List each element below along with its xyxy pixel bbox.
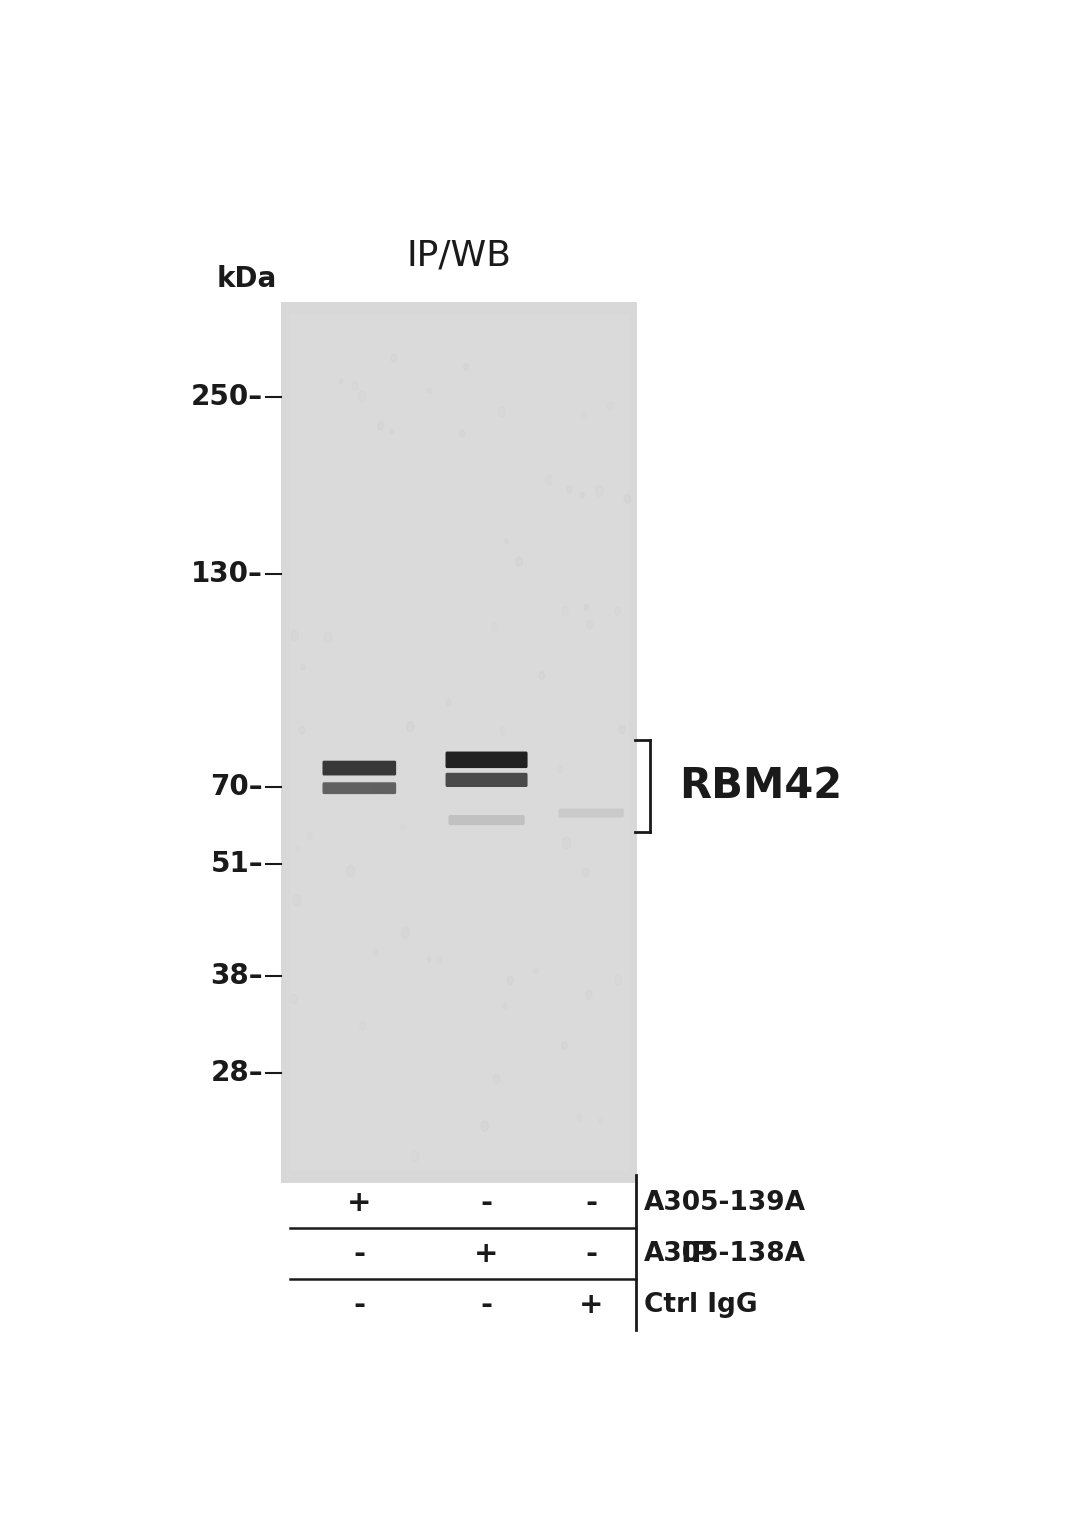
FancyBboxPatch shape (323, 783, 396, 794)
FancyBboxPatch shape (282, 302, 637, 1183)
Circle shape (508, 976, 514, 985)
Text: A305-139A: A305-139A (644, 1190, 806, 1216)
Text: -: - (481, 1190, 492, 1217)
Text: Ctrl IgG: Ctrl IgG (644, 1291, 757, 1317)
Text: +: + (579, 1291, 604, 1319)
FancyBboxPatch shape (558, 809, 624, 818)
Text: -: - (585, 1190, 597, 1217)
Text: 38–: 38– (211, 962, 264, 990)
FancyBboxPatch shape (289, 315, 629, 1171)
Text: A305-138A: A305-138A (644, 1240, 806, 1266)
FancyBboxPatch shape (448, 815, 525, 826)
Text: -: - (353, 1291, 365, 1319)
Text: 28–: 28– (211, 1059, 264, 1087)
Text: -: - (481, 1291, 492, 1319)
FancyBboxPatch shape (446, 772, 527, 787)
Text: -: - (353, 1240, 365, 1268)
Circle shape (407, 721, 414, 732)
Circle shape (428, 958, 431, 962)
FancyBboxPatch shape (323, 761, 396, 775)
Circle shape (624, 494, 631, 503)
Text: +: + (347, 1190, 372, 1217)
Text: 130–: 130– (191, 560, 264, 588)
Text: IP/WB: IP/WB (407, 239, 512, 273)
Text: 51–: 51– (211, 850, 264, 878)
Text: IP: IP (680, 1240, 713, 1268)
Text: RBM42: RBM42 (679, 764, 842, 807)
Text: kDa: kDa (217, 266, 278, 293)
Circle shape (481, 1121, 488, 1131)
Text: -: - (585, 1240, 597, 1268)
Text: 70–: 70– (211, 774, 264, 801)
FancyBboxPatch shape (446, 752, 527, 768)
Circle shape (539, 672, 544, 680)
Circle shape (516, 557, 523, 566)
Text: 250–: 250– (191, 382, 264, 411)
Circle shape (299, 726, 305, 734)
Circle shape (619, 726, 625, 734)
Text: +: + (474, 1240, 499, 1268)
